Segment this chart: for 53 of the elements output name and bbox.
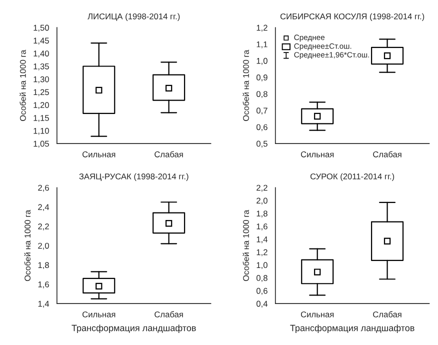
y-tick-label: 1,8	[38, 262, 49, 270]
x-tick-label: Сильная	[82, 151, 116, 158]
y-tick-label: 1,45	[34, 38, 49, 45]
y-tick-label: 1,6	[38, 281, 49, 288]
y-tick-label: 1,2	[256, 249, 268, 256]
y-tick-label: 1,50	[34, 24, 49, 32]
x-tick-label: Слабая	[154, 311, 183, 318]
x-tick-label: Сильная	[300, 311, 334, 318]
x-axis-title: Трансформация ландшафтов	[72, 324, 196, 333]
y-axis-title: Особей на 1000 га	[242, 50, 249, 121]
y-tick-label: 1,15	[34, 115, 49, 122]
y-tick-label: 0,5	[256, 140, 268, 148]
y-tick-label: 1,1	[256, 41, 268, 48]
y-tick-label: 1,4	[256, 236, 268, 244]
y-tick-label: 1,0	[256, 262, 268, 270]
y-tick-label: 0,9	[256, 74, 268, 82]
chart-title: ЛИСИЦА (1998-2014 гг.)	[88, 13, 180, 21]
y-tick-label: 1,30	[34, 76, 49, 84]
y-axis-title: Особей на 1000 га	[242, 210, 249, 281]
y-tick-label: 1,25	[34, 89, 49, 96]
y-tick-label: 0,6	[256, 124, 268, 132]
chart-title: ЗАЯЦ-РУСАК (1998-2014 гг.)	[79, 173, 188, 182]
y-tick-label: 2,6	[38, 184, 49, 192]
y-tick-label: 0,8	[256, 91, 268, 98]
y-tick-label: 0,8	[256, 275, 268, 282]
y-tick-label: 2,2	[256, 184, 268, 192]
y-tick-label: 1,10	[34, 128, 49, 135]
y-tick-label: 1,2	[256, 24, 268, 32]
x-axis-title: Трансформация ландшафтов	[290, 324, 414, 333]
y-tick-label: 1,35	[34, 63, 49, 70]
y-axis-title: Особей на 1000 га	[24, 210, 31, 281]
x-tick-label: Слабая	[373, 311, 402, 318]
x-tick-label: Сильная	[300, 151, 334, 158]
y-tick-label: 1,20	[34, 102, 49, 109]
y-tick-label: 2,4	[38, 204, 50, 212]
y-tick-label: 2,2	[38, 223, 49, 230]
y-tick-label: 1,4	[38, 300, 50, 308]
y-tick-label: 1,0	[256, 58, 268, 65]
x-tick-label: Сильная	[82, 311, 116, 318]
y-tick-label: 0,6	[256, 288, 268, 295]
chart-title: СИБИРСКАЯ КОСУЛЯ (1998-2014 гг.)	[280, 13, 424, 21]
y-tick-label: 1,40	[34, 50, 49, 58]
y-tick-label: 2,0	[256, 198, 268, 205]
y-tick-label: 0,7	[256, 108, 268, 115]
x-tick-label: Слабая	[373, 151, 402, 158]
y-tick-label: 2,0	[38, 242, 49, 250]
y-tick-label: 0,4	[256, 300, 268, 308]
chart-title: СУРОК (2011-2014 гг.)	[310, 173, 394, 182]
y-tick-label: 1,05	[34, 140, 49, 148]
y-tick-label: 1,8	[256, 210, 268, 218]
y-tick-label: 1,6	[256, 223, 268, 230]
y-axis-title: Особей на 1000 га	[20, 50, 26, 121]
x-tick-label: Слабая	[154, 151, 183, 158]
